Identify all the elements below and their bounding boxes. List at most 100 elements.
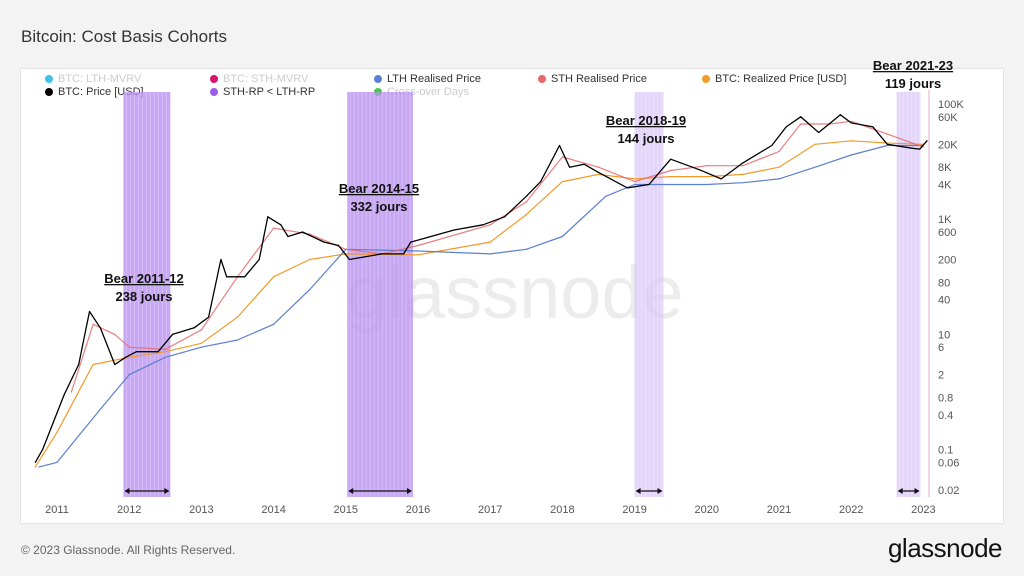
bear-label: Bear 2018-19 xyxy=(606,113,686,128)
data-point xyxy=(124,356,127,358)
data-point xyxy=(814,166,816,168)
legend-item[interactable]: BTC: LTH-MVRV xyxy=(45,73,141,85)
data-point xyxy=(128,346,130,348)
data-point xyxy=(561,180,564,183)
y-tick-label: 0.06 xyxy=(938,457,959,469)
legend-item[interactable]: LTH Realised Price xyxy=(374,73,481,85)
legend-dot-icon xyxy=(210,88,218,96)
data-point xyxy=(417,254,419,256)
data-point xyxy=(886,133,888,135)
data-point xyxy=(800,123,802,125)
y-tick-label: 1K xyxy=(938,214,952,226)
data-point xyxy=(348,258,351,261)
legend-label: BTC: STH-MVRV xyxy=(223,73,309,85)
data-point xyxy=(720,178,722,180)
legend-label: LTH Realised Price xyxy=(387,73,481,85)
data-point xyxy=(56,461,58,463)
data-point xyxy=(417,244,419,247)
x-tick-label: 2021 xyxy=(767,504,791,516)
data-point xyxy=(200,329,202,331)
data-point xyxy=(99,327,101,329)
y-tick-label: 4K xyxy=(938,180,952,192)
data-point xyxy=(850,122,852,124)
data-point xyxy=(236,316,239,318)
y-tick-label: 10 xyxy=(938,329,950,341)
data-point xyxy=(482,224,484,226)
data-point xyxy=(208,316,210,318)
data-point xyxy=(778,150,780,153)
data-point xyxy=(56,431,58,433)
data-point xyxy=(52,421,54,423)
data-point xyxy=(706,165,708,167)
data-point xyxy=(670,158,672,160)
legend-item[interactable]: BTC: Realized Price [USD] xyxy=(702,73,846,85)
data-point xyxy=(670,175,672,178)
y-tick-label: 0.4 xyxy=(938,410,953,422)
data-point xyxy=(273,227,275,229)
data-point xyxy=(135,351,138,353)
data-point xyxy=(489,241,491,243)
legend-item[interactable]: STH-RP < LTH-RP xyxy=(210,86,315,98)
data-point xyxy=(597,171,600,173)
x-tick-label: 2023 xyxy=(911,504,935,516)
data-point xyxy=(525,214,527,216)
data-point xyxy=(114,363,116,366)
series-line-btc-price-usd- xyxy=(34,114,928,463)
y-tick-label: 8K xyxy=(938,162,952,174)
legend-dot-icon xyxy=(538,75,546,83)
data-point xyxy=(417,250,419,252)
y-tick-label: 80 xyxy=(938,277,950,289)
x-tick-label: 2020 xyxy=(695,504,719,516)
legend-label: BTC: Realized Price [USD] xyxy=(715,73,847,85)
y-tick-label: 0.02 xyxy=(938,485,959,497)
data-point xyxy=(63,394,65,396)
data-point xyxy=(244,276,246,278)
data-point xyxy=(634,178,636,180)
y-tick-label: 600 xyxy=(938,227,956,239)
data-point xyxy=(402,253,405,255)
x-tick-label: 2022 xyxy=(839,504,863,516)
x-tick-label: 2014 xyxy=(261,504,285,516)
legend-item[interactable]: STH Realised Price xyxy=(538,73,647,85)
data-point xyxy=(839,114,841,116)
legend-item[interactable]: BTC: Price [USD] xyxy=(45,86,144,98)
band xyxy=(123,92,171,497)
data-point xyxy=(171,333,174,335)
data-point xyxy=(561,235,564,238)
data-point xyxy=(226,276,228,278)
data-point xyxy=(778,178,780,180)
legend-dot-icon xyxy=(45,75,53,83)
y-tick-label: 200 xyxy=(938,254,956,266)
legend-dot-icon xyxy=(374,75,382,83)
data-point xyxy=(34,466,36,468)
data-point xyxy=(742,182,744,184)
data-point xyxy=(381,253,383,255)
x-tick-label: 2013 xyxy=(189,504,213,516)
y-tick-label: 6 xyxy=(938,342,944,354)
y-tick-label: 60K xyxy=(938,112,958,124)
x-tick-label: 2017 xyxy=(478,504,502,516)
y-tick-label: 0.8 xyxy=(938,393,953,405)
legend-label: STH-RP < LTH-RP xyxy=(223,86,316,98)
data-point xyxy=(345,248,347,250)
data-point xyxy=(34,461,36,463)
bear-days: 238 jours xyxy=(115,289,172,304)
band xyxy=(896,92,921,497)
data-point xyxy=(489,224,491,226)
data-point xyxy=(922,146,925,148)
data-point xyxy=(706,183,708,186)
x-tick-label: 2019 xyxy=(622,504,646,516)
data-point xyxy=(818,131,820,134)
legend-item[interactable]: BTC: STH-MVRV xyxy=(210,73,308,85)
legend-dot-icon xyxy=(702,75,710,83)
data-point xyxy=(410,241,412,243)
data-point xyxy=(742,165,744,167)
data-point xyxy=(309,258,311,261)
bear-days: 332 jours xyxy=(350,199,407,214)
data-point xyxy=(800,116,802,118)
series-line-btc-realized-price-usd- xyxy=(34,140,924,468)
data-point xyxy=(634,180,636,183)
bear-days: 119 jours xyxy=(885,76,941,91)
x-tick-label: 2018 xyxy=(550,504,574,516)
